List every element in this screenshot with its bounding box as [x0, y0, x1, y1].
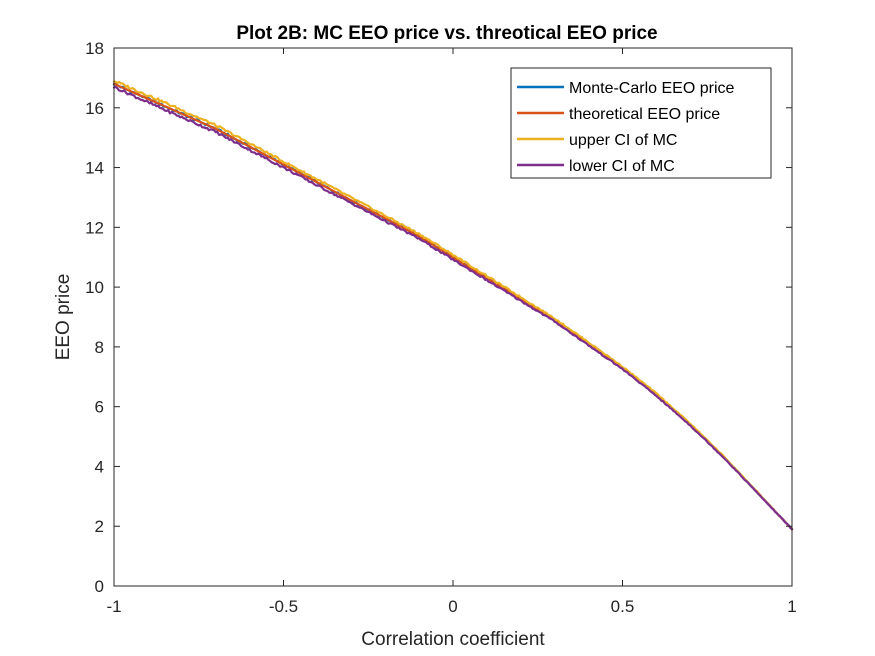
x-tick-label: 0 [448, 597, 457, 616]
legend-label-1: Monte-Carlo EEO price [569, 80, 734, 97]
y-tick-label: 12 [85, 218, 104, 237]
y-axis-label: EEO price [53, 274, 74, 361]
y-tick-label: 14 [85, 159, 104, 178]
chart-title: Plot 2B: MC EEO price vs. threotical EEO… [236, 23, 657, 44]
x-axis-label: Correlation coefficient [361, 629, 545, 650]
y-tick-label: 4 [95, 457, 104, 476]
y-tick-label: 16 [85, 99, 104, 118]
y-tick-label: 6 [95, 398, 104, 417]
series-line-3 [112, 80, 794, 531]
y-tick-label: 8 [95, 338, 104, 357]
legend: Monte-Carlo EEO price theoretical EEO pri… [510, 67, 772, 179]
y-tick-label: 10 [85, 278, 104, 297]
x-tick-label: 1 [787, 597, 796, 616]
x-tick-label: 0.5 [611, 597, 635, 616]
series-layer [112, 80, 794, 531]
y-tick-label: 2 [95, 517, 104, 536]
legend-label-3: upper CI of MC [569, 132, 677, 149]
x-tick-label: -1 [106, 597, 121, 616]
y-tick-label: 0 [95, 577, 104, 596]
legend-label-4: lower CI of MC [569, 158, 675, 175]
y-tick-label: 18 [85, 39, 104, 58]
legend-label-2: theoretical EEO price [569, 106, 720, 123]
x-tick-label: -0.5 [269, 597, 298, 616]
legend-items: Monte-Carlo EEO price theoretical EEO pri… [517, 80, 734, 175]
series-line-4 [112, 85, 794, 531]
